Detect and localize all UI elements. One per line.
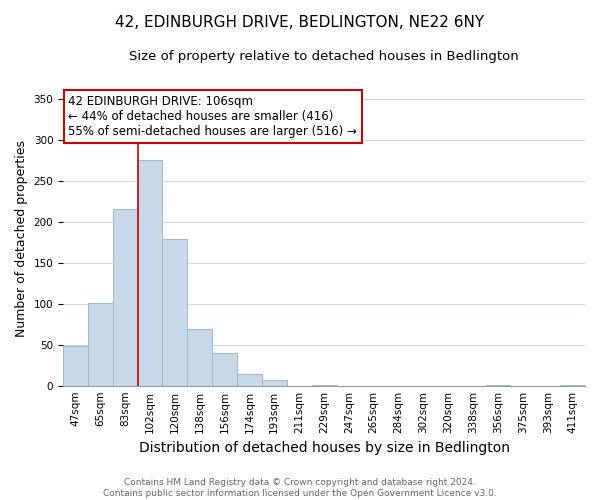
Text: Contains HM Land Registry data © Crown copyright and database right 2024.
Contai: Contains HM Land Registry data © Crown c… — [103, 478, 497, 498]
Bar — [485, 385, 511, 386]
Bar — [113, 210, 137, 386]
Bar — [212, 353, 237, 386]
Bar — [187, 329, 212, 386]
Title: Size of property relative to detached houses in Bedlington: Size of property relative to detached ho… — [129, 50, 519, 63]
Bar — [163, 239, 187, 386]
Text: 42 EDINBURGH DRIVE: 106sqm
← 44% of detached houses are smaller (416)
55% of sem: 42 EDINBURGH DRIVE: 106sqm ← 44% of deta… — [68, 95, 357, 138]
Bar — [262, 380, 287, 386]
Y-axis label: Number of detached properties: Number of detached properties — [15, 140, 28, 336]
Bar — [88, 303, 113, 386]
X-axis label: Distribution of detached houses by size in Bedlington: Distribution of detached houses by size … — [139, 441, 509, 455]
Bar — [63, 346, 88, 386]
Bar — [560, 385, 585, 386]
Text: 42, EDINBURGH DRIVE, BEDLINGTON, NE22 6NY: 42, EDINBURGH DRIVE, BEDLINGTON, NE22 6N… — [115, 15, 485, 30]
Bar — [237, 374, 262, 386]
Bar — [311, 385, 337, 386]
Bar — [137, 160, 163, 386]
